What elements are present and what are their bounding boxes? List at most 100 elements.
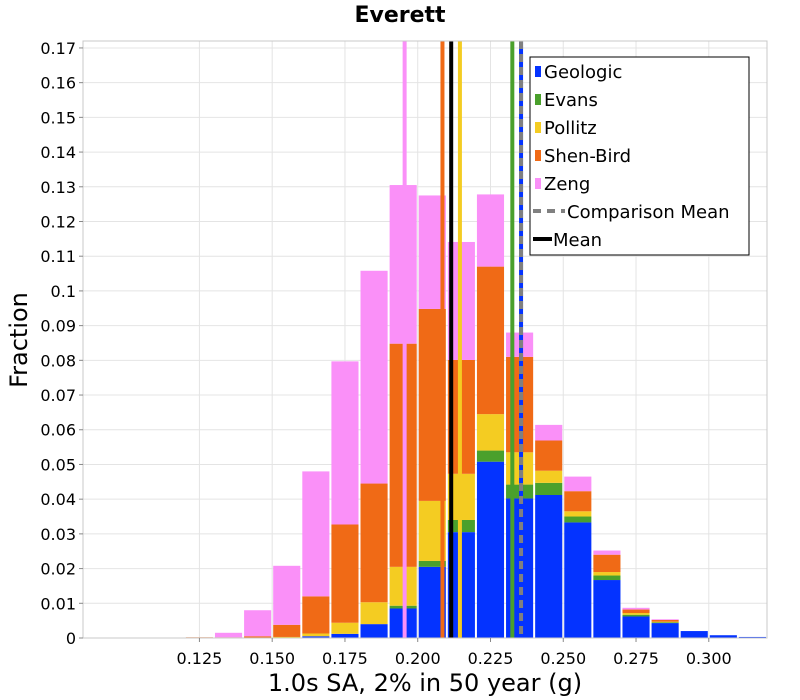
legend-swatch-geologic bbox=[535, 66, 541, 77]
y-tick-label: 0.09 bbox=[40, 317, 76, 336]
x-tick-label: 0.200 bbox=[395, 649, 441, 668]
bar-geologic bbox=[302, 636, 330, 638]
bar-pollitz bbox=[535, 470, 563, 483]
bar-shen-bird bbox=[273, 624, 301, 637]
bar-zeng bbox=[564, 476, 592, 492]
y-tick-label: 0.12 bbox=[40, 212, 76, 231]
bar-shen-bird bbox=[476, 266, 505, 415]
bar-zeng bbox=[214, 632, 243, 638]
x-tick-label: 0.150 bbox=[249, 649, 295, 668]
x-axis-label: 1.0s SA, 2% in 50 year (g) bbox=[268, 669, 582, 697]
legend-label-evans: Evans bbox=[544, 90, 598, 111]
x-axis: 0.125 0.150 0.175 0.200 0.225 0.250 0.275 0.300 bbox=[177, 638, 732, 668]
bar-evans bbox=[535, 482, 563, 495]
y-axis-label: Fraction bbox=[5, 292, 33, 388]
bar-zeng bbox=[273, 565, 301, 625]
legend-label-geologic: Geologic bbox=[544, 62, 622, 83]
y-tick-label: 0.04 bbox=[40, 490, 76, 509]
mean-lines bbox=[82, 40, 768, 639]
bar-geologic bbox=[680, 631, 708, 638]
y-tick-label: 0.02 bbox=[40, 560, 76, 579]
bar-geologic bbox=[564, 522, 592, 638]
bar-shen-bird bbox=[331, 524, 359, 623]
x-tick-label: 0.225 bbox=[468, 649, 514, 668]
x-tick-label: 0.250 bbox=[540, 649, 586, 668]
bar-zeng bbox=[244, 610, 272, 637]
legend: Geologic Evans Pollitz Shen-Bird Zeng Compari… bbox=[529, 56, 750, 256]
bar-pollitz bbox=[331, 622, 359, 634]
y-axis: 0 0.01 0.02 0.03 0.04 0.05 0.06 0.07 0.08 0.09 0.1… bbox=[40, 39, 83, 648]
bar-zeng bbox=[593, 550, 621, 555]
bar-pollitz bbox=[622, 613, 650, 615]
bar-shen-bird bbox=[302, 596, 330, 634]
y-tick-label: 0.06 bbox=[40, 421, 76, 440]
y-tick-label: 0.11 bbox=[40, 247, 76, 266]
legend-label-comparison-mean: Comparison Mean bbox=[567, 202, 730, 223]
legend-label-pollitz: Pollitz bbox=[544, 118, 597, 139]
x-tick-label: 0.300 bbox=[686, 649, 732, 668]
bar-geologic bbox=[476, 461, 505, 638]
chart-title: Everett bbox=[354, 3, 446, 28]
bar-geologic bbox=[535, 494, 563, 638]
y-tick-label: 0.08 bbox=[40, 351, 76, 370]
bar-evans bbox=[593, 575, 621, 581]
bar-evans bbox=[622, 614, 650, 617]
bar-zeng bbox=[535, 424, 563, 441]
legend-label-shen-bird: Shen-Bird bbox=[544, 146, 631, 167]
y-tick-label: 0.15 bbox=[40, 108, 76, 127]
y-tick-label: 0.1 bbox=[51, 282, 76, 301]
bar-zeng bbox=[622, 607, 650, 610]
bar-shen-bird bbox=[564, 491, 592, 512]
legend-swatch-zeng bbox=[535, 178, 541, 189]
bar-pollitz bbox=[651, 621, 679, 623]
bar-zeng bbox=[651, 619, 679, 620]
bar-shen-bird bbox=[651, 619, 679, 622]
x-tick-label: 0.175 bbox=[322, 649, 368, 668]
bar-geologic bbox=[331, 633, 359, 638]
bar-pollitz bbox=[476, 414, 505, 451]
legend-swatch-pollitz bbox=[535, 122, 541, 133]
y-tick-label: 0.07 bbox=[40, 386, 76, 405]
bar-shen-bird bbox=[244, 636, 272, 638]
x-tick-label: 0.275 bbox=[613, 649, 659, 668]
bar-geologic bbox=[622, 616, 650, 638]
x-tick-label: 0.125 bbox=[177, 649, 223, 668]
bar-geologic bbox=[651, 623, 679, 638]
bar-geologic bbox=[360, 624, 388, 638]
bar-evans bbox=[564, 516, 592, 523]
y-tick-label: 0.17 bbox=[40, 39, 76, 58]
legend-label-zeng: Zeng bbox=[544, 174, 590, 195]
bar-pollitz bbox=[593, 572, 621, 576]
y-tick-label: 0.13 bbox=[40, 178, 76, 197]
legend-box bbox=[529, 56, 750, 256]
bar-evans bbox=[476, 450, 505, 462]
y-tick-label: 0 bbox=[66, 629, 76, 648]
legend-swatch-evans bbox=[535, 94, 541, 105]
bar-pollitz bbox=[564, 511, 592, 517]
bar-shen-bird bbox=[535, 440, 563, 471]
legend-label-mean: Mean bbox=[553, 230, 602, 251]
y-tick-label: 0.05 bbox=[40, 455, 76, 474]
plot-border bbox=[82, 40, 768, 639]
bar-zeng bbox=[331, 361, 359, 525]
bar-zeng bbox=[360, 270, 388, 484]
bar-evans bbox=[651, 622, 679, 624]
bar-geologic bbox=[709, 635, 737, 638]
bar-shen-bird bbox=[360, 483, 388, 603]
bar-evans bbox=[418, 560, 446, 567]
y-tick-label: 0.03 bbox=[40, 525, 76, 544]
bar-shen-bird bbox=[622, 609, 650, 614]
bar-zeng bbox=[302, 471, 330, 597]
bar-pollitz bbox=[360, 602, 388, 625]
y-tick-label: 0.14 bbox=[40, 143, 76, 162]
y-tick-label: 0.16 bbox=[40, 74, 76, 93]
bar-geologic bbox=[593, 580, 621, 638]
bar-pollitz bbox=[273, 636, 301, 638]
bar-geologic bbox=[738, 636, 766, 638]
bar-shen-bird bbox=[593, 554, 621, 573]
bar-pollitz bbox=[302, 633, 330, 637]
y-tick-label: 0.01 bbox=[40, 594, 76, 613]
legend-swatch-shen-bird bbox=[535, 150, 541, 161]
bar-zeng bbox=[476, 194, 505, 267]
